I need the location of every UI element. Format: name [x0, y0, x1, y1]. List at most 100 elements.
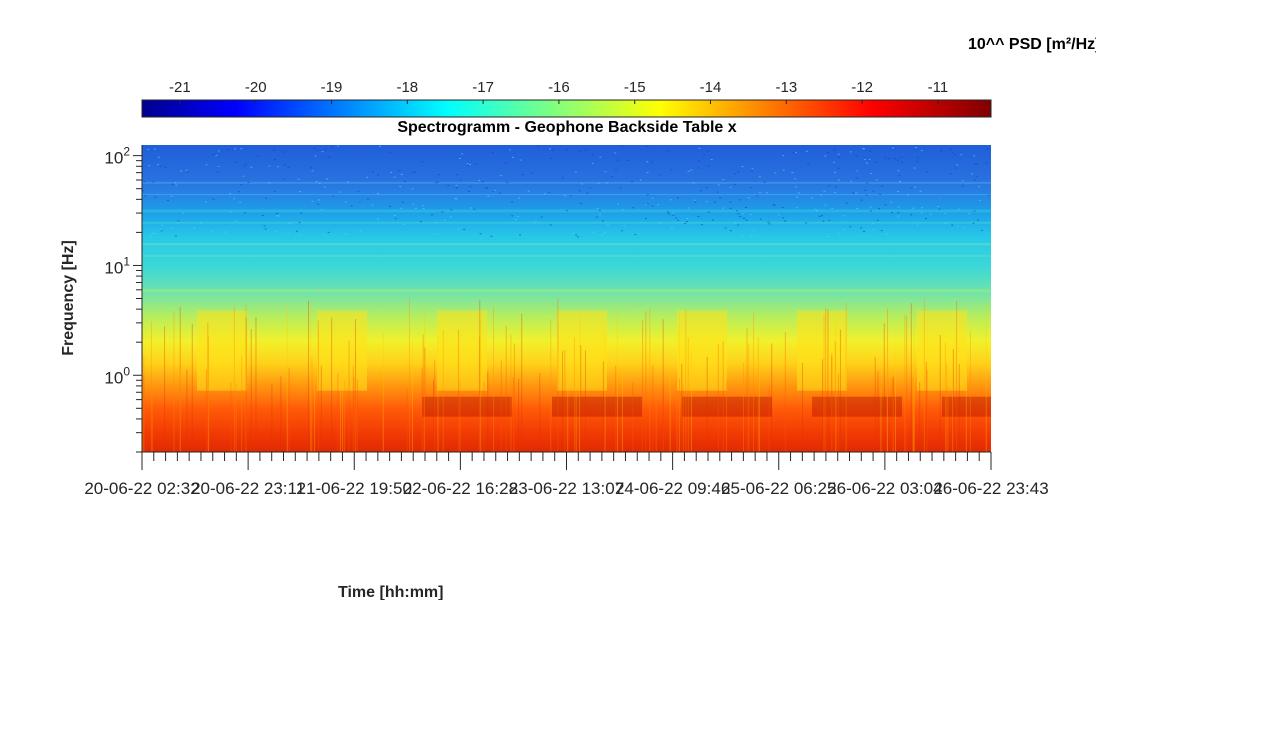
speckle	[491, 152, 494, 154]
speckle	[916, 157, 919, 159]
speckle	[534, 221, 537, 223]
speckle	[685, 221, 688, 223]
speckle	[910, 214, 913, 216]
streak	[382, 332, 384, 452]
speckle	[734, 222, 737, 224]
speckle	[243, 165, 246, 167]
speckle	[455, 187, 458, 189]
speckle	[527, 190, 530, 192]
speckle	[578, 151, 581, 153]
speckle	[742, 213, 745, 215]
x-tick-label: 26-06-22 23:43	[933, 479, 1048, 498]
speckle	[455, 184, 458, 186]
speckle	[705, 201, 708, 203]
speckle	[283, 151, 286, 153]
streak	[205, 369, 207, 452]
speckle	[159, 229, 162, 231]
speckle	[868, 159, 871, 161]
speckle	[795, 186, 798, 188]
speckle	[273, 190, 276, 192]
speckle	[684, 222, 687, 224]
speckle	[767, 221, 770, 223]
speckle	[175, 184, 178, 186]
speckle	[437, 174, 440, 176]
speckle	[376, 174, 379, 176]
speckle	[985, 162, 988, 164]
speckle	[666, 211, 669, 213]
speckle	[980, 229, 983, 231]
streak	[424, 312, 426, 452]
speckle	[318, 182, 321, 184]
speckle	[794, 151, 797, 153]
speckle	[697, 216, 700, 218]
streak	[655, 385, 657, 452]
speckle	[872, 229, 875, 231]
streak	[458, 329, 460, 452]
streak	[825, 308, 827, 452]
streak	[912, 368, 914, 452]
speckle	[849, 226, 852, 228]
speckle	[986, 148, 989, 150]
speckle	[561, 177, 564, 179]
speckle	[716, 191, 719, 193]
speckle	[543, 193, 546, 195]
streak	[521, 313, 523, 452]
low-freq-patch	[682, 396, 772, 417]
speckle	[487, 195, 490, 197]
streak	[493, 306, 495, 452]
spectral-band	[142, 221, 991, 224]
speckle	[899, 181, 902, 183]
speckle	[651, 197, 654, 199]
speckle	[912, 207, 915, 209]
streak	[717, 344, 719, 452]
speckle	[563, 194, 566, 196]
speckle	[837, 179, 840, 181]
streak	[662, 319, 664, 452]
y-ticks: 100 101 102	[104, 145, 142, 453]
speckle	[569, 195, 572, 197]
speckle	[975, 163, 978, 165]
speckle	[700, 224, 703, 226]
colorbar: -21 -20 -19 -18 -17 -16 -15 -14 -13 -12 -11	[141, 79, 992, 118]
speckle	[646, 146, 649, 148]
speckle	[807, 163, 810, 165]
speckle	[961, 180, 964, 182]
streak	[946, 362, 948, 452]
daytime-burst	[317, 310, 367, 391]
speckle	[389, 152, 392, 154]
streak	[827, 309, 829, 452]
speckle	[676, 197, 679, 199]
speckle	[739, 216, 742, 218]
speckle	[900, 156, 903, 158]
speckle	[311, 200, 314, 202]
speckle	[975, 175, 978, 177]
speckle	[722, 207, 725, 209]
spectral-band	[142, 289, 991, 293]
speckle	[617, 203, 620, 205]
streak	[487, 371, 489, 452]
colorbar-tick-label: -14	[700, 79, 722, 96]
streak	[604, 334, 606, 452]
speckle	[180, 170, 183, 172]
speckle	[878, 208, 881, 210]
streak	[645, 311, 647, 452]
low-freq-patch	[422, 396, 512, 417]
speckle	[504, 162, 507, 164]
streak	[151, 389, 153, 452]
streak	[784, 331, 786, 452]
speckle	[907, 194, 910, 196]
speckle	[707, 211, 710, 213]
speckle	[579, 202, 582, 204]
colorbar-ticks: -21 -20 -19 -18 -17 -16 -15 -14 -13 -12 -11	[169, 79, 948, 104]
speckle	[937, 205, 940, 207]
speckle	[938, 197, 941, 199]
speckle	[856, 208, 859, 210]
speckle	[698, 160, 701, 162]
speckle	[478, 179, 481, 181]
speckle	[920, 212, 923, 214]
speckle	[972, 222, 975, 224]
speckle	[365, 176, 368, 178]
streak	[344, 379, 346, 452]
speckle	[229, 193, 232, 195]
speckle	[706, 187, 709, 189]
